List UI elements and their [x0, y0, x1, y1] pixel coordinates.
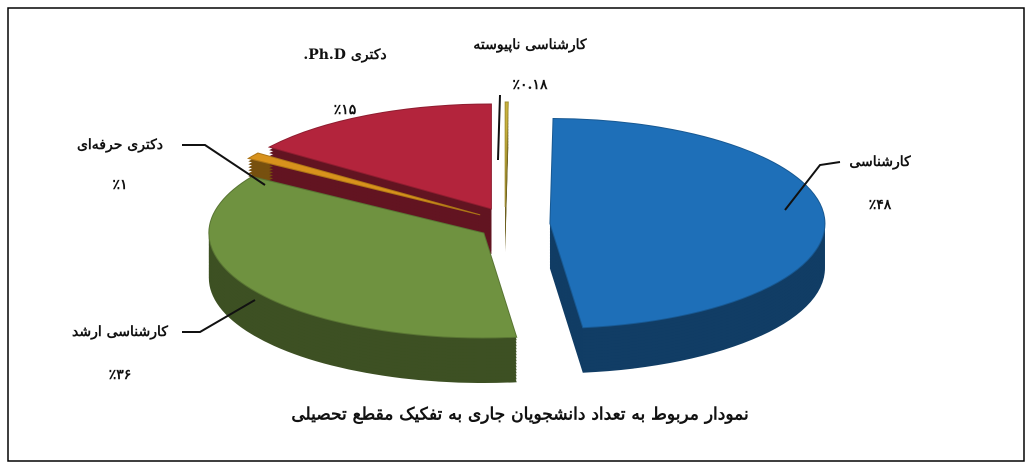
slice-label: کارشناسی — [849, 154, 911, 170]
value-label: ٪۴۸ — [869, 197, 892, 213]
value-label: ٪۳۶ — [109, 367, 132, 383]
slice-label: کارشناسی ناپیوسته — [473, 37, 586, 53]
value-label: ٪۱۵ — [334, 102, 357, 118]
leader-line — [784, 161, 841, 211]
slice — [267, 103, 492, 210]
slice-label: کارشناسی ارشد — [72, 324, 168, 340]
slice-label: دکتری حرفه‌ای — [77, 137, 163, 153]
chart-title: نمودار مربوط به تعداد دانشجویان جاری به … — [291, 405, 748, 425]
slice — [504, 101, 509, 208]
slice — [246, 152, 481, 216]
slice — [549, 118, 826, 329]
leader-line — [182, 144, 266, 186]
value-label: ٪۱ — [112, 177, 127, 193]
leader-line — [497, 94, 501, 161]
value-label: ٪۰.۱۸ — [513, 77, 548, 93]
slice-label: دکتری Ph.D. — [303, 47, 386, 63]
frame — [7, 7, 1025, 462]
slice — [208, 176, 518, 339]
leader-line — [182, 299, 256, 333]
